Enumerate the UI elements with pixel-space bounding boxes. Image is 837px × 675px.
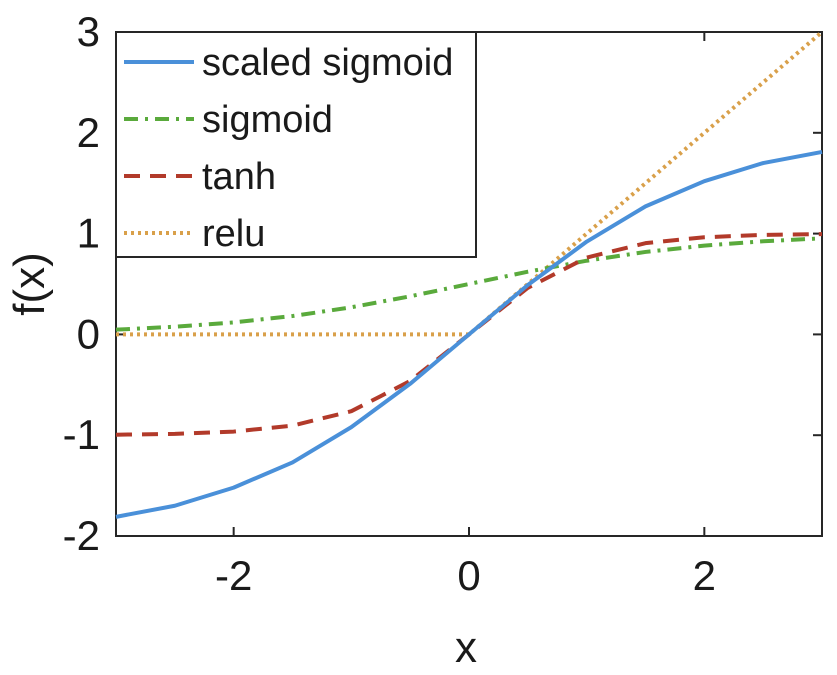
x-tick-label: 2 [693,552,716,599]
x-axis: -2 0 2 [215,32,716,599]
y-tick-label: -2 [63,512,100,559]
legend-label: relu [202,213,265,255]
x-axis-label: x [455,623,477,672]
y-tick-label: 0 [77,310,100,357]
legend-label: scaled sigmoid [202,42,453,84]
y-tick-label: 1 [77,210,100,257]
y-tick-label: 2 [77,109,100,156]
y-tick-label: -1 [63,411,100,458]
y-tick-label: 3 [77,8,100,55]
series-layer [115,30,824,519]
legend-label: sigmoid [202,99,333,141]
series-line-sigmoid [115,236,823,332]
y-axis-label: f(x) [5,252,54,316]
x-tick-label: 0 [457,552,480,599]
legend: scaled sigmoid sigmoid tanh relu [115,31,477,258]
legend-box [115,31,477,258]
x-tick-label: -2 [215,552,252,599]
legend-label: tanh [202,156,276,198]
y-axis: -2 -1 0 1 2 3 [63,8,822,559]
series-line-scaled-sigmoid [115,149,823,519]
